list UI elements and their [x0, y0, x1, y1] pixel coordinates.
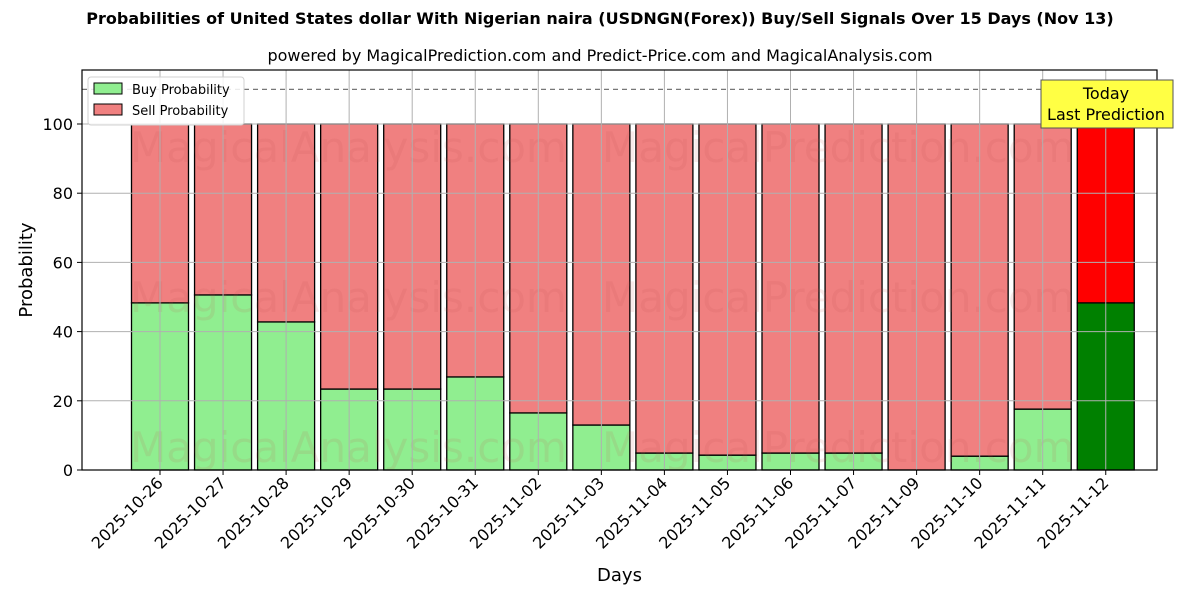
- watermark: MagicalPrediction.com: [602, 123, 1075, 172]
- legend: Buy Probability Sell Probability: [87, 76, 245, 126]
- y-axis-label: Probability: [16, 222, 37, 317]
- x-axis-label: Days: [597, 565, 642, 586]
- axes-frame: [81, 69, 1158, 471]
- watermark: MagicalAnalysis.com: [130, 273, 567, 322]
- watermark: MagicalAnalysis.com: [130, 423, 567, 472]
- annotation-line1: Today: [1082, 84, 1129, 103]
- y-tick-label: 0: [63, 461, 73, 480]
- watermark: MagicalAnalysis.com: [130, 123, 567, 172]
- y-tick-label: 60: [53, 253, 73, 272]
- legend-buy-label: Buy Probability: [132, 83, 230, 98]
- watermark: MagicalPrediction.com: [602, 273, 1075, 322]
- y-tick-label: 80: [53, 184, 73, 203]
- annotation-line2: Last Prediction: [1047, 105, 1165, 124]
- legend-buy-swatch: [93, 82, 123, 95]
- y-tick-label: 20: [53, 392, 73, 411]
- y-tick-label: 100: [42, 115, 73, 134]
- chart-title: Probabilities of United States dollar Wi…: [86, 9, 1114, 28]
- y-tick-label: 40: [53, 323, 73, 342]
- watermark: MagicalPrediction.com: [602, 423, 1075, 472]
- legend-sell-label: Sell Probability: [132, 104, 229, 119]
- legend-sell-swatch: [93, 103, 123, 116]
- chart-subtitle: powered by MagicalPrediction.com and Pre…: [267, 46, 933, 65]
- today-annotation: Today Last Prediction: [1040, 79, 1174, 129]
